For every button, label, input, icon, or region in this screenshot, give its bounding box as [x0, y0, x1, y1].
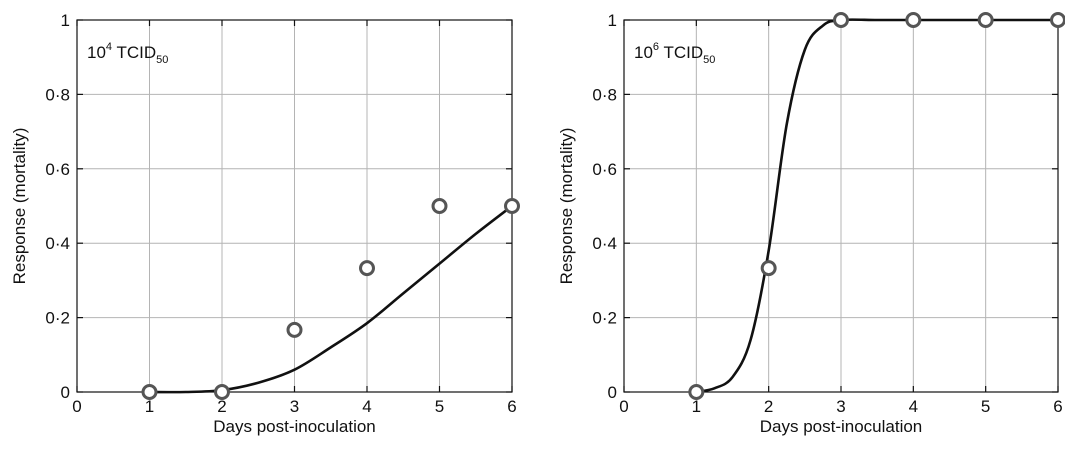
y-tick-label: 0·6	[592, 160, 617, 179]
y-tick-label: 0·6	[45, 160, 70, 179]
x-tick-label: 4	[362, 397, 371, 416]
data-point	[1050, 12, 1065, 28]
y-tick-label: 1	[608, 11, 617, 30]
dose-base: 10	[87, 43, 106, 62]
x-axis-label: Days post-inoculation	[213, 417, 376, 436]
y-tick-label: 0·2	[45, 309, 70, 328]
dose-annotation: 106 TCID50	[634, 41, 715, 66]
data-point	[977, 12, 994, 28]
y-tick-label: 0	[608, 383, 617, 402]
x-tick-label: 1	[692, 397, 701, 416]
dose-unit-subscript: 50	[703, 54, 715, 66]
fitted-curve	[148, 204, 514, 394]
y-tick-label: 0	[61, 383, 70, 402]
y-tick-label: 0·4	[45, 234, 70, 253]
y-tick-label: 0·2	[592, 309, 617, 328]
x-tick-label: 0	[72, 397, 81, 416]
y-axis-label: Response (mortality)	[10, 128, 29, 285]
y-axis-label: Response (mortality)	[557, 128, 576, 285]
y-tick-label: 0·4	[592, 234, 617, 253]
dose-exponent: 4	[106, 41, 112, 53]
chart-panel-left: 0 1 2 3 4 5 6 0 0·2 0·4 0·6 0·8 1 Days post-inoculati…	[10, 11, 520, 436]
x-axis-label: Days post-inoculation	[760, 417, 923, 436]
x-tick-label: 0	[619, 397, 628, 416]
x-tick-label: 3	[290, 397, 299, 416]
x-tick-label: 2	[764, 397, 773, 416]
dose-unit-subscript: 50	[156, 54, 168, 66]
x-tick-label: 6	[507, 397, 516, 416]
x-tick-label: 5	[435, 397, 444, 416]
dose-base: 10	[634, 43, 653, 62]
y-tick-label: 1	[61, 11, 70, 30]
fitted-curve	[695, 18, 1060, 394]
data-point	[688, 384, 705, 400]
data-point	[141, 384, 158, 400]
dose-unit: TCID	[659, 43, 703, 62]
x-tick-label: 1	[145, 397, 154, 416]
dose-annotation: 104 TCID50	[87, 41, 168, 66]
data-point	[833, 12, 849, 28]
data-point	[905, 12, 922, 28]
x-tick-label: 3	[836, 397, 845, 416]
y-tick-label: 0·8	[592, 85, 617, 104]
data-point	[359, 260, 375, 277]
x-tick-label: 4	[909, 397, 918, 416]
x-tick-label: 6	[1053, 397, 1062, 416]
data-point	[431, 198, 448, 214]
x-tick-label: 2	[217, 397, 226, 416]
dose-unit: TCID	[112, 43, 156, 62]
data-point	[760, 260, 777, 277]
chart-panel-right: 0 1 2 3 4 5 6 0 0·2 0·4 0·6 0·8 1 Days post-inoculati…	[557, 11, 1065, 436]
dose-exponent: 6	[653, 41, 659, 53]
y-tick-label: 0·8	[45, 85, 70, 104]
x-tick-label: 5	[981, 397, 990, 416]
data-point	[214, 384, 230, 400]
data-point	[286, 321, 303, 338]
data-point	[504, 198, 520, 214]
